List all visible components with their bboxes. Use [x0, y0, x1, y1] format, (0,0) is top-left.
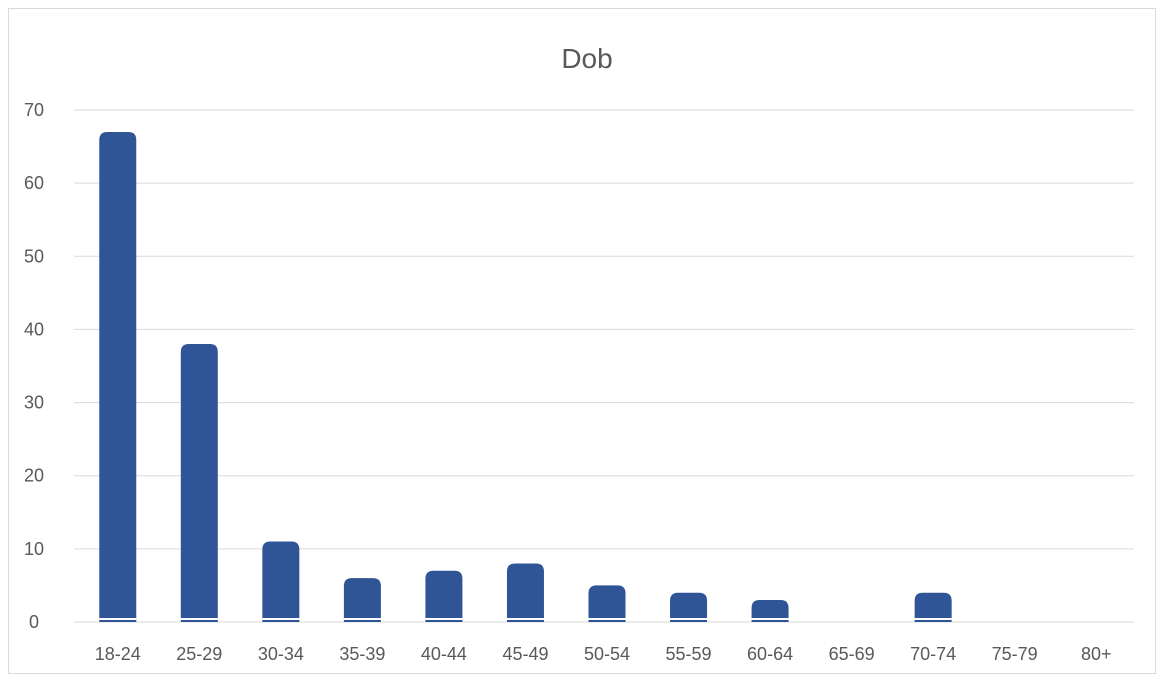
y-axis-ticks: 0 10 20 30 40 50 60 70 — [24, 100, 44, 632]
x-tick-label: 45-49 — [502, 644, 548, 664]
y-tick-label: 0 — [29, 612, 39, 632]
y-tick-label: 20 — [24, 466, 44, 486]
y-tick-label: 60 — [24, 173, 44, 193]
bar — [180, 344, 218, 622]
bar — [588, 585, 626, 622]
x-tick-label: 50-54 — [584, 644, 630, 664]
bars — [99, 131, 952, 622]
x-tick-label: 75-79 — [992, 644, 1038, 664]
x-tick-label: 18-24 — [95, 644, 141, 664]
bar — [670, 592, 708, 622]
bar — [99, 131, 137, 622]
y-tick-label: 30 — [24, 393, 44, 413]
y-tick-label: 40 — [24, 319, 44, 339]
x-tick-label: 80+ — [1081, 644, 1112, 664]
bar — [262, 541, 300, 622]
chart-title: Dob — [561, 43, 612, 74]
x-tick-label: 65-69 — [829, 644, 875, 664]
y-tick-label: 50 — [24, 246, 44, 266]
x-tick-label: 40-44 — [421, 644, 467, 664]
y-tick-label: 10 — [24, 539, 44, 559]
bar — [506, 563, 544, 622]
bar — [343, 578, 381, 622]
x-axis-ticks: 18-24 25-29 30-34 35-39 40-44 45-49 50-54 55-59… — [95, 644, 1112, 664]
y-tick-label: 70 — [24, 100, 44, 120]
x-tick-label: 70-74 — [910, 644, 956, 664]
x-tick-label: 30-34 — [258, 644, 304, 664]
bar — [914, 592, 952, 622]
x-tick-label: 55-59 — [666, 644, 712, 664]
bar — [425, 570, 463, 622]
x-tick-label: 60-64 — [747, 644, 793, 664]
gridlines — [74, 109, 1134, 623]
x-tick-label: 35-39 — [339, 644, 385, 664]
bar — [751, 600, 789, 622]
x-tick-label: 25-29 — [176, 644, 222, 664]
